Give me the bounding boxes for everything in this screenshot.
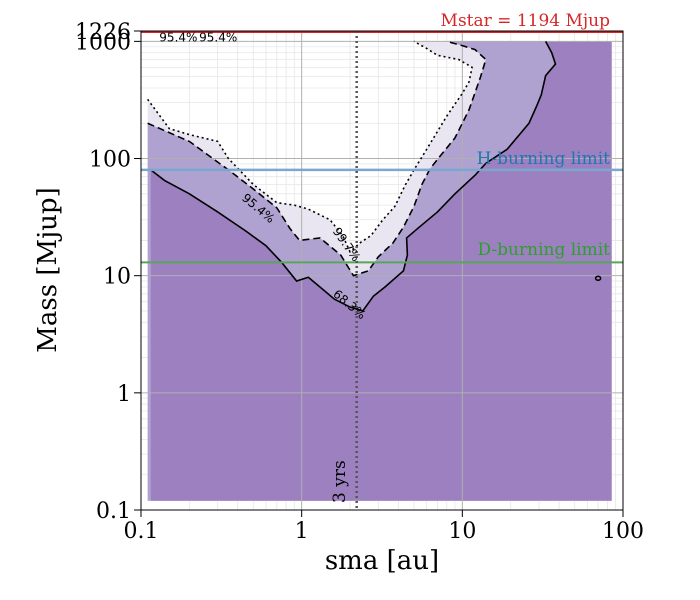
contour-line-solid xyxy=(150,40,557,312)
contour-line-dashed xyxy=(147,40,487,277)
h-burning-label: H-burning limit xyxy=(477,149,611,169)
period-label: 3 yrs xyxy=(330,460,350,503)
y-axis-label: Mass [Mjup] xyxy=(33,187,63,352)
d-burning-label: D-burning limit xyxy=(477,240,610,260)
y-tick-label: 0.1 xyxy=(96,499,131,524)
reference-lines xyxy=(141,31,623,510)
x-tick-label: 0.1 xyxy=(124,519,159,544)
contour-label: 95.4% xyxy=(199,30,237,44)
y-tick-label: 1 xyxy=(117,382,131,407)
x-tick-label: 1 xyxy=(295,519,309,544)
x-axis-ticks: 0.1 1 10 100 xyxy=(124,510,644,544)
confidence-region-68-3 xyxy=(150,41,612,501)
x-axis-label: sma [au] xyxy=(325,546,439,576)
major-grid xyxy=(141,31,623,510)
y-tick-label: 1226 xyxy=(75,20,131,45)
plot-frame xyxy=(140,30,624,511)
mstar-annotation: Mstar = 1194 Mjup xyxy=(441,11,611,31)
contour-layer xyxy=(147,40,602,312)
y-tick-label: 10 xyxy=(103,265,131,290)
contour-blob xyxy=(594,275,602,282)
y-tick-label: 1000 xyxy=(75,30,131,55)
x-tick-label: 10 xyxy=(448,519,476,544)
y-tick-label: 100 xyxy=(89,148,131,173)
contour-label: 95.4% xyxy=(159,30,197,44)
x-tick-label: 100 xyxy=(602,519,644,544)
contour-line-dotted xyxy=(147,40,473,254)
